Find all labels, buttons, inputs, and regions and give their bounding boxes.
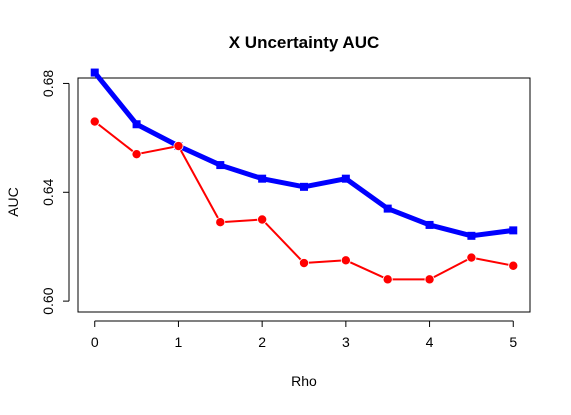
series-2-point — [508, 260, 519, 271]
plot-frame — [77, 77, 531, 313]
series-2-point — [424, 274, 435, 285]
x-axis-label: Rho — [291, 373, 317, 389]
series-1-point — [383, 204, 392, 213]
series-1-point — [425, 220, 434, 229]
y-axis: 0.60 0.64 0.68 — [40, 70, 70, 315]
chart-title: X Uncertainty AUC — [229, 33, 380, 52]
x-tick-label: 3 — [342, 334, 350, 350]
x-tick-label: 5 — [509, 334, 517, 350]
series-1-point — [90, 68, 99, 77]
series-1-point — [509, 226, 518, 235]
series-2-point — [89, 116, 100, 127]
series-1-point — [341, 174, 350, 183]
series-2-point — [131, 149, 142, 160]
y-axis-label: AUC — [5, 187, 21, 217]
series-1-line — [92, 70, 514, 239]
series-2-line — [94, 120, 514, 281]
y-tick-label: 0.68 — [40, 70, 56, 97]
series-1-point — [216, 161, 225, 170]
series-1-point — [258, 174, 267, 183]
x-tick-label: 1 — [175, 334, 183, 350]
series-2-point — [257, 214, 268, 225]
series-2-point — [382, 274, 393, 285]
series-1-point — [300, 182, 308, 191]
series-2-point — [173, 141, 184, 152]
x-tick-label: 0 — [91, 334, 99, 350]
x-axis: 0 1 2 3 4 5 — [91, 320, 517, 350]
y-tick-label: 0.60 — [40, 287, 56, 314]
series-1-point — [467, 231, 476, 240]
series-2-point — [340, 255, 351, 266]
series-layer — [89, 68, 519, 285]
y-tick-label: 0.64 — [40, 178, 56, 205]
series-1-point — [132, 120, 141, 129]
x-tick-label: 4 — [426, 334, 434, 350]
series-2-point — [298, 258, 309, 269]
series-2-point — [466, 252, 477, 263]
x-tick-label: 2 — [258, 334, 266, 350]
series-2-point — [215, 217, 226, 228]
